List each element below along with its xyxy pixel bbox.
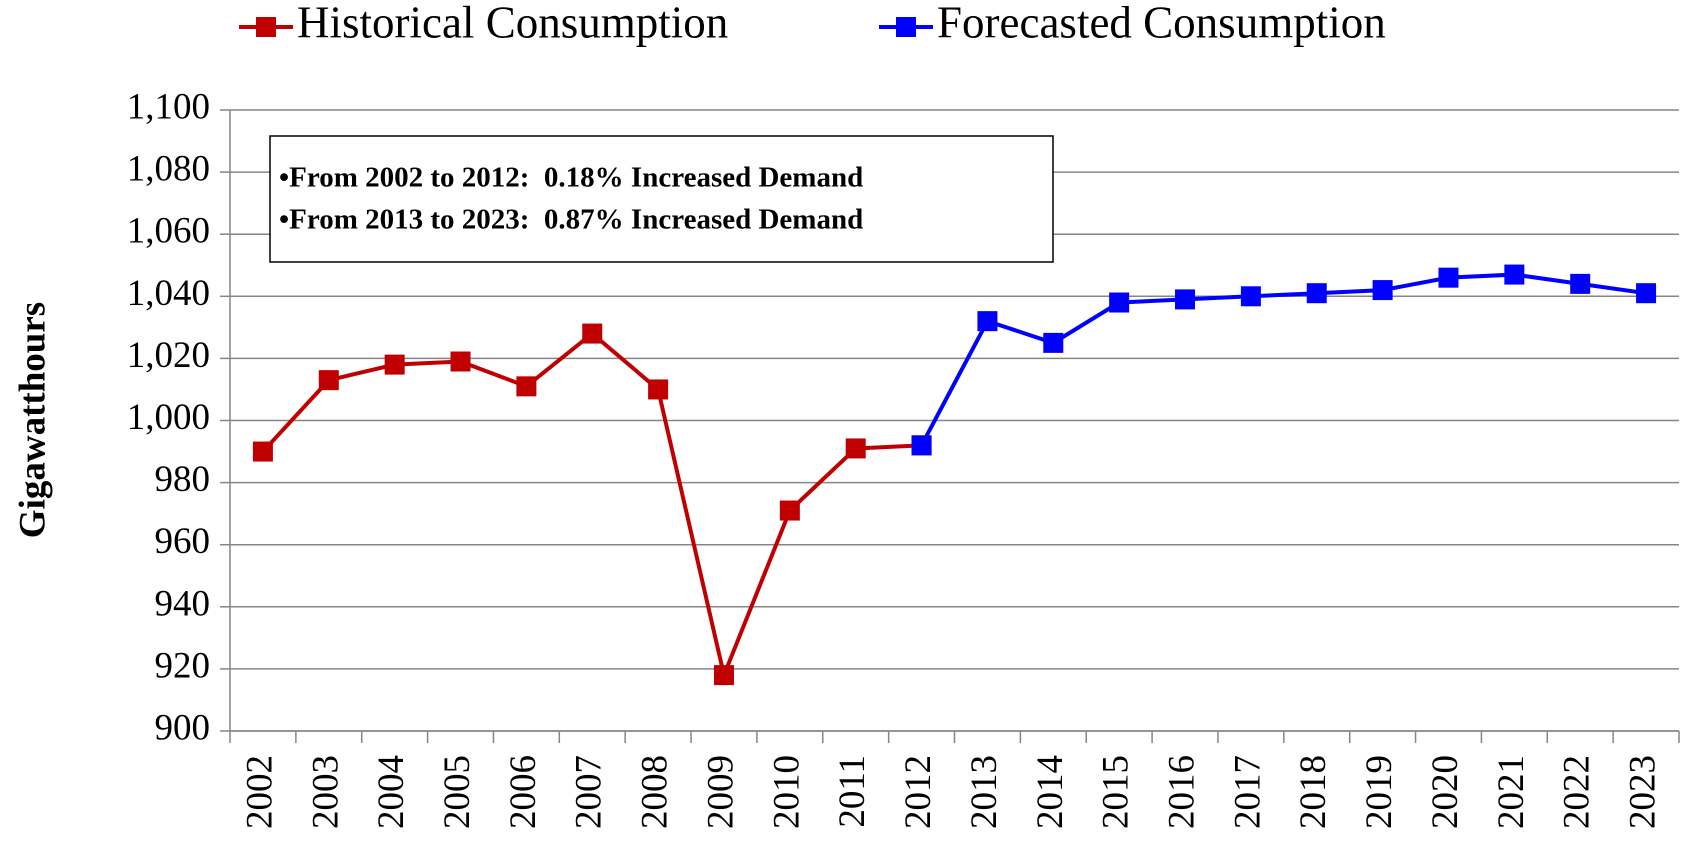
x-tick-label: 2008 <box>635 755 676 829</box>
marker <box>1240 286 1261 307</box>
legend-label: Historical Consumption <box>297 0 728 47</box>
x-tick-label: 2011 <box>832 755 873 828</box>
annotation-box <box>269 135 1054 263</box>
legend-item: Historical Consumption <box>239 0 728 47</box>
marker <box>582 323 603 344</box>
x-tick-label: 2006 <box>503 755 544 829</box>
marker <box>1109 292 1130 313</box>
x-tick-label: 2005 <box>437 755 478 829</box>
marker <box>1438 267 1459 288</box>
x-tick-label: 2013 <box>964 755 1005 829</box>
marker <box>845 438 866 459</box>
marker <box>516 376 537 397</box>
marker <box>1306 283 1327 304</box>
x-tick-label: 2012 <box>898 755 939 829</box>
x-tick-label: 2007 <box>569 755 610 829</box>
legend-marker <box>256 17 276 37</box>
annotation: •From 2013 to 2023: 0.87% Increased Dema… <box>279 204 863 236</box>
x-tick-label: 2019 <box>1359 755 1400 829</box>
x-tick-label: 2020 <box>1425 755 1466 829</box>
y-tick-label: 960 <box>155 521 211 562</box>
y-tick-label: 1,100 <box>127 86 210 127</box>
x-tick-label: 2004 <box>371 755 412 829</box>
y-tick-label: 980 <box>155 459 211 500</box>
series-line <box>261 330 922 682</box>
annotation: •From 2002 to 2012: 0.18% Increased Dema… <box>279 162 863 194</box>
x-tick-label: 2009 <box>700 755 741 829</box>
x-tick-label: 2021 <box>1491 755 1532 829</box>
y-tick-label: 1,060 <box>127 211 210 252</box>
marker <box>779 500 800 521</box>
marker <box>1636 283 1657 304</box>
x-tick-label: 2010 <box>766 755 807 829</box>
x-tick-label: 2002 <box>239 755 280 829</box>
marker <box>713 665 734 686</box>
series-line <box>919 272 1647 447</box>
marker <box>252 441 273 462</box>
marker <box>384 354 405 375</box>
x-tick-label: 2022 <box>1557 755 1598 829</box>
y-axis-label: Gigawatthours <box>12 302 53 538</box>
y-tick-label: 1,000 <box>127 397 210 438</box>
y-tick-label: 1,080 <box>127 149 210 190</box>
x-tick-label: 2015 <box>1096 755 1137 829</box>
legend-marker <box>896 17 916 37</box>
x-tick-label: 2014 <box>1030 755 1071 829</box>
marker <box>1372 280 1393 301</box>
y-tick-label: 940 <box>155 583 211 624</box>
x-tick-label: 2016 <box>1162 755 1203 829</box>
marker <box>911 435 932 456</box>
y-tick-label: 920 <box>155 645 211 686</box>
y-tick-label: 1,040 <box>127 273 210 314</box>
marker <box>977 311 998 332</box>
x-tick-label: 2023 <box>1623 755 1664 829</box>
y-tick-label: 1,020 <box>127 335 210 376</box>
marker <box>1504 264 1525 285</box>
marker <box>1043 332 1064 353</box>
legend-item: Forecasted Consumption <box>879 0 1386 47</box>
marker <box>648 379 669 400</box>
x-tick-label: 2003 <box>305 755 346 829</box>
marker <box>1570 273 1591 294</box>
x-tick-label: 2018 <box>1293 755 1334 829</box>
legend-label: Forecasted Consumption <box>937 0 1386 47</box>
y-tick-label: 900 <box>155 707 211 748</box>
marker <box>450 351 471 372</box>
marker <box>1175 289 1196 310</box>
marker <box>318 370 339 391</box>
x-tick-label: 2017 <box>1227 755 1268 829</box>
